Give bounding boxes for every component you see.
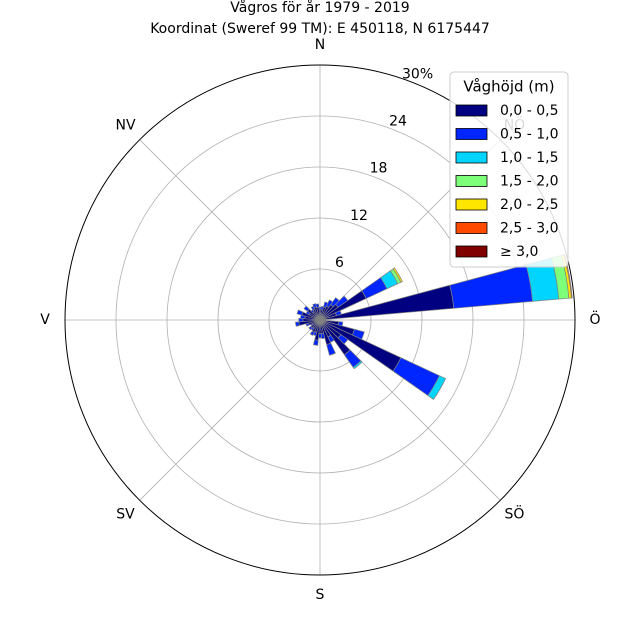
rose-bar-270-bin-1 (298, 317, 304, 323)
legend-box (449, 71, 569, 268)
rose-bar-60-bin-4 (392, 267, 403, 283)
rose-bar-140-bin-2 (352, 360, 363, 370)
direction-label-S: S (316, 587, 325, 603)
direction-label-N: N (315, 37, 325, 53)
rose-bar-170-bin-1 (320, 332, 326, 340)
chart-title-line1: Vågros för år 1979 - 2019 (230, 0, 409, 16)
rose-bar-160-bin-1 (326, 342, 336, 356)
legend-label-6: ≥ 3,0 (500, 244, 538, 260)
ring-label-4: 30% (402, 66, 433, 82)
legend-swatch-0 (455, 104, 488, 117)
grid-spoke-3 (139, 319, 321, 501)
legend-swatch-2 (455, 151, 488, 164)
rose-bar-120-bin-2 (427, 375, 447, 400)
legend-label-5: 2,5 - 3,0 (500, 221, 558, 237)
direction-label-NV: NV (116, 118, 136, 134)
rose-bar-350-bin-1 (315, 303, 320, 309)
ring-labels: 6 12 18 24 30% (335, 66, 433, 270)
legend-swatch-6 (455, 245, 488, 258)
legend-swatch-5 (455, 222, 488, 234)
direction-label-V: V (40, 312, 50, 328)
legend-swatch-3 (455, 175, 488, 187)
direction-label-Ö: Ö (589, 310, 600, 328)
rose-bars (295, 254, 573, 400)
legend-label-3: 1,5 - 2,0 (500, 174, 558, 190)
rose-bar-190-bin-1 (312, 339, 319, 346)
rose-bar-230-bin-1 (308, 325, 313, 331)
legend: Våghöjd (m) 0,0 - 0,5 0,5 - 1,0 1,0 - 1,5 1… (449, 71, 569, 268)
ring-label-2: 18 (370, 161, 388, 177)
rose-bar-210-bin-1 (309, 330, 315, 336)
direction-label-SÖ: SÖ (505, 504, 525, 522)
legend-label-4: 2,0 - 2,5 (500, 197, 558, 213)
rose-bar-310-bin-1 (303, 305, 310, 312)
legend-label-0: 0,0 - 0,5 (500, 103, 558, 119)
ring-label-0: 6 (335, 255, 344, 271)
grid-spoke-1 (139, 139, 321, 321)
rose-bar-290-bin-1 (296, 309, 304, 316)
legend-title: Våghöjd (m) (463, 78, 554, 96)
ring-label-3: 24 (389, 114, 407, 130)
legend-swatch-4 (455, 198, 488, 211)
rose-bar-260-bin-1 (295, 321, 300, 327)
legend-swatch-1 (455, 128, 488, 140)
ring-label-1: 12 (350, 208, 368, 224)
chart-title-line2: Koordinat (Sweref 99 TM): E 450118, N 61… (150, 21, 490, 37)
rose-bar-80-bin-1 (449, 264, 533, 309)
legend-label-2: 1,0 - 1,5 (500, 150, 558, 166)
direction-label-SV: SV (116, 506, 135, 522)
legend-label-1: 0,5 - 1,0 (500, 127, 558, 143)
polar-frame (64, 64, 576, 576)
polar-grid (65, 65, 575, 575)
